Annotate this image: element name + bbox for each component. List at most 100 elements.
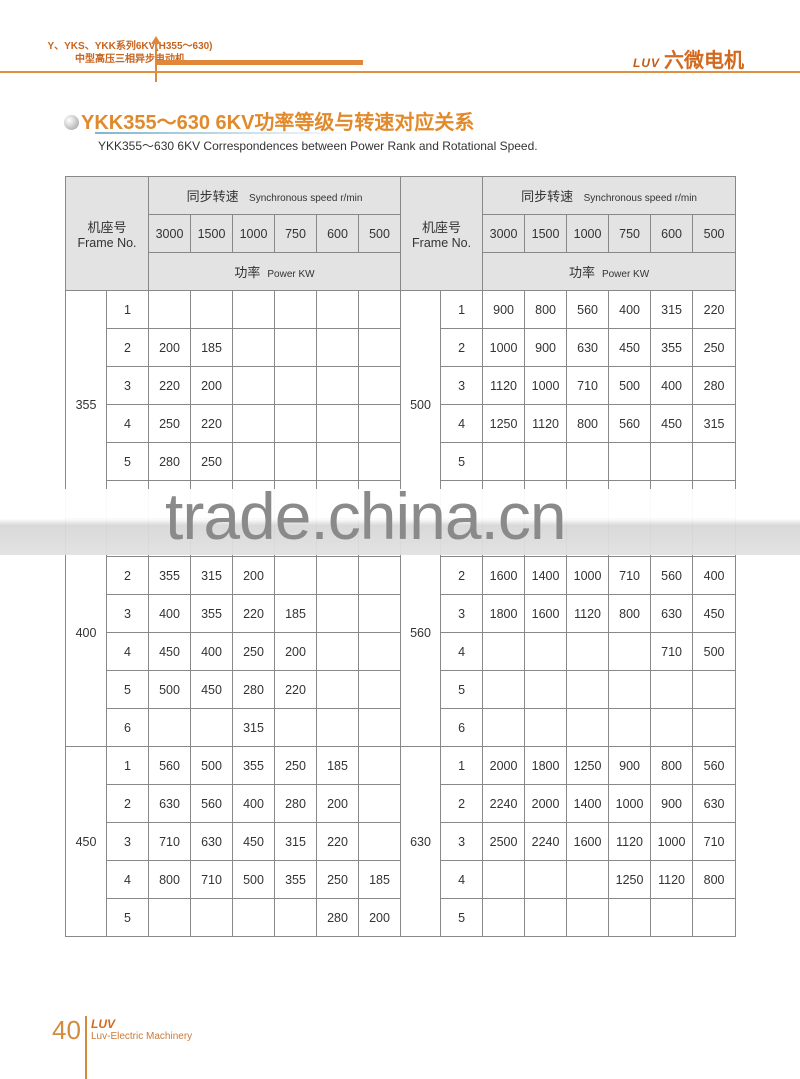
header-divider: [155, 42, 157, 82]
power-cell: 280: [316, 898, 360, 937]
frame-no-cn: 机座号: [87, 220, 127, 235]
power-cell: 1600: [482, 556, 526, 595]
power-cell: [608, 708, 652, 747]
table-row: 5 280 200 5: [66, 898, 737, 937]
brand-logo: LUV: [633, 56, 660, 70]
power-cell: [650, 708, 694, 747]
power-cell: [358, 290, 402, 329]
power-cell: 450: [232, 822, 276, 861]
power-cell: 450: [650, 404, 694, 443]
power-cell: 450: [190, 670, 234, 709]
power-cell: 1000: [566, 556, 610, 595]
power-cell: [148, 708, 192, 747]
power-cell: 185: [274, 594, 318, 633]
power-cell: [524, 670, 568, 709]
power-cell: 500: [608, 366, 652, 405]
power-cell: [316, 290, 360, 329]
power-cell: [316, 594, 360, 633]
frame-variant-cell: 3: [105, 594, 150, 633]
power-cell: 630: [650, 594, 694, 633]
power-cell: 1120: [608, 822, 652, 861]
power-cell: [524, 708, 568, 747]
power-cell: 280: [148, 442, 192, 481]
frame-variant-cell: 3: [105, 822, 150, 861]
table-row: 3 400 355 220 185 3 1800 1600 1120 800 630 450: [66, 594, 737, 633]
power-cell: [524, 898, 568, 937]
power-cell: 250: [316, 860, 360, 899]
power-cell: [650, 442, 694, 481]
frame-size-cell: 560: [400, 518, 442, 747]
power-cn: 功率: [568, 265, 595, 280]
power-cell: 200: [358, 898, 402, 937]
frame-variant-cell: 3: [440, 366, 484, 405]
frame-variant-cell: 4: [105, 632, 150, 671]
power-cell: 710: [608, 556, 652, 595]
power-cell: [358, 670, 402, 709]
power-cell: 250: [232, 632, 276, 671]
speed-column-header: 3000: [148, 214, 192, 253]
power-cell: 1250: [482, 404, 526, 443]
power-cell: [316, 632, 360, 671]
power-cell: [608, 898, 652, 937]
power-cell: [232, 328, 276, 367]
power-cell: [232, 366, 276, 405]
power-cell: [148, 898, 192, 937]
table-row: 2 630 560 400 280 200 2 2240 2000 1400 1000 900 630: [66, 784, 737, 823]
sync-speed-header-right: 同步转速 Synchronous speed r/min: [482, 176, 737, 215]
page-subtitle: YKK355～630 6KV Correspondences between P…: [98, 139, 538, 153]
frame-variant-cell: 2: [105, 784, 150, 823]
power-cell: [482, 708, 526, 747]
power-cell: 200: [190, 366, 234, 405]
power-en: Power KW: [267, 269, 315, 280]
power-cell: 450: [608, 328, 652, 367]
series-line-2: 中型高压三相异步电动机: [75, 54, 185, 65]
table-row: 355 1 500 1 900 800 560 400 315 220: [65, 290, 737, 519]
power-cell: 630: [190, 822, 234, 861]
frame-variant-cell: 3: [440, 822, 484, 861]
power-cell: 1400: [566, 784, 610, 823]
frame-variant-cell: 2: [105, 328, 150, 367]
power-cell: [274, 328, 318, 367]
power-cell: 1120: [650, 860, 694, 899]
power-cell: [692, 442, 737, 481]
power-cell: [274, 290, 318, 329]
power-cell: [148, 290, 192, 329]
power-cell: 630: [566, 328, 610, 367]
power-cell: 220: [190, 404, 234, 443]
table-row: 6 315 6: [66, 708, 737, 747]
power-cell: [274, 708, 318, 747]
table-row: 4 450 400 250 200 4 710 500: [66, 632, 737, 671]
power-cell: 2240: [524, 822, 568, 861]
power-cell: [482, 898, 526, 937]
power-cell: [566, 898, 610, 937]
frame-variant-cell: 3: [105, 366, 150, 405]
power-cell: 1000: [524, 366, 568, 405]
power-cell: [232, 404, 276, 443]
power-cell: 355: [148, 556, 192, 595]
power-cell: [190, 708, 234, 747]
power-cell: 500: [190, 746, 234, 785]
power-cell: [274, 366, 318, 405]
power-cell: [524, 442, 568, 481]
frame-variant-cell: 6: [105, 708, 150, 747]
power-cell: 400: [608, 290, 652, 329]
power-cell: [482, 442, 526, 481]
power-cell: 560: [148, 746, 192, 785]
power-cell: [316, 366, 360, 405]
power-cell: 400: [692, 556, 737, 595]
power-cell: 450: [148, 632, 192, 671]
power-cell: [358, 366, 402, 405]
frame-variant-cell: 4: [105, 404, 150, 443]
power-cell: 500: [692, 632, 737, 671]
power-speed-table: 机座号 Frame No. 同步转速 Synchronous speed r/mi…: [64, 176, 737, 937]
power-cell: 400: [232, 784, 276, 823]
footer-logo: LUV: [91, 1017, 115, 1031]
power-cell: 1000: [650, 822, 694, 861]
power-cell: [566, 670, 610, 709]
series-line-1: Y、YKS、YKK系列6KV(H355～630): [47, 41, 213, 52]
power-cell: 900: [608, 746, 652, 785]
frame-variant-cell: 5: [440, 670, 484, 709]
sync-speed-cn: 同步转速: [521, 189, 574, 204]
footer-divider: [85, 1016, 87, 1079]
power-cell: 500: [232, 860, 276, 899]
